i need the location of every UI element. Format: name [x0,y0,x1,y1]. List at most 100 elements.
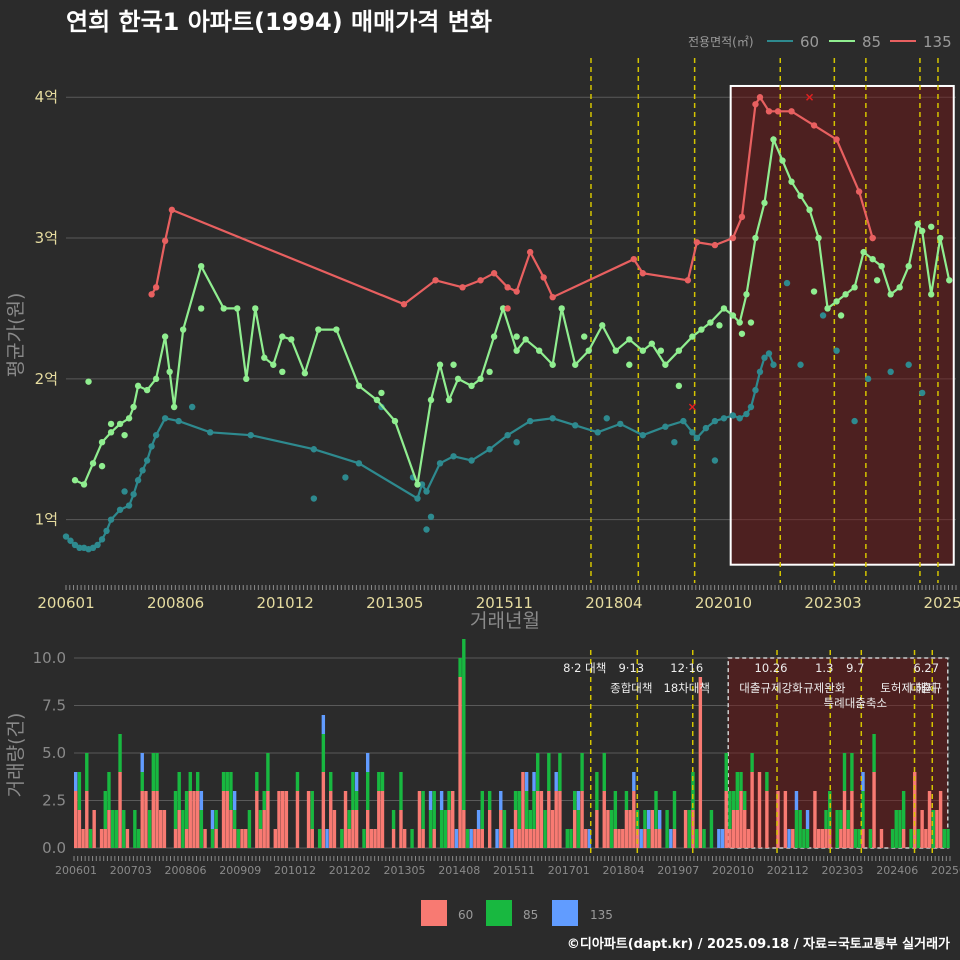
bar-85 [735,772,740,810]
bar-85 [569,829,573,848]
bar-60 [451,791,455,848]
bar-135 [861,772,865,791]
bar-85 [195,772,200,791]
bar-85 [151,753,156,791]
point-85 [301,370,309,377]
point-85 [729,312,737,319]
point-135 [549,293,556,301]
point-135 [513,288,520,295]
bar-y-tick-label: 10.0 [33,649,66,667]
point-60 [689,429,696,436]
bar-60 [162,810,167,848]
point-135 [504,284,511,291]
point-85 [535,347,543,354]
point-85 [450,361,457,368]
x-tick-label: 200601 [37,594,94,612]
bar-85 [340,829,344,848]
bar-60 [476,829,481,848]
point-60 [702,424,710,432]
bar-60 [698,677,703,848]
point-85 [89,460,97,467]
point-85 [558,305,565,312]
bar-85 [140,772,144,791]
bar-85 [88,829,93,848]
point-60 [310,495,318,502]
bar-85 [458,658,462,677]
bar-60 [731,810,736,848]
legend-label-85: 85 [862,33,881,51]
point-60 [247,431,254,439]
point-60 [436,460,444,467]
bar-85 [247,810,252,848]
point-85 [513,333,520,340]
point-60 [833,347,840,354]
bar-x-tick-label: 202010 [712,864,754,877]
bar-60 [879,829,884,848]
point-60 [103,527,110,535]
bar-85 [107,772,111,810]
point-60 [526,417,534,425]
bar-85 [565,829,569,848]
bar-x-tick-label: 201012 [274,864,316,877]
point-60 [143,457,151,464]
bar-x-tick-label: 201511 [493,864,535,877]
point-85 [243,375,250,383]
bar-85 [421,791,425,829]
point-85 [288,336,295,343]
bar-60 [839,829,843,848]
bar-60 [901,829,906,848]
point-85 [179,326,187,333]
bar-x-tick-label: 200703 [110,864,152,877]
point-85 [572,361,579,368]
point-85 [486,368,493,375]
point-85 [860,248,867,256]
point-85 [797,192,804,199]
bar-60 [791,829,795,848]
bar-60 [155,791,159,848]
point-60 [116,506,124,513]
bar-60 [458,677,462,848]
bar-60 [513,810,518,848]
point-60 [175,417,182,425]
bar-60 [399,810,403,848]
bar-135 [366,753,370,772]
event-date: 1.3 [815,661,833,675]
point-85 [98,439,106,446]
bar-135 [495,829,499,848]
bar-60 [580,791,584,848]
point-60 [418,481,426,488]
point-60 [450,453,457,460]
point-85 [490,333,498,340]
point-85 [436,361,444,368]
point-60 [549,415,556,422]
bar-x-tick-label: 201408 [438,864,480,877]
bar-135 [658,810,662,829]
bar-135 [787,829,791,848]
x-tick-label: 201511 [476,594,533,612]
bar-85 [861,791,865,829]
bar-135 [532,772,536,791]
bar-85 [624,791,629,810]
bar-60 [824,829,828,848]
bar-135 [199,791,204,810]
bar-85 [266,753,270,791]
bar-60 [203,829,207,848]
point-85 [788,178,795,185]
point-135 [540,274,547,281]
credit-text: ©디아파트(dapt.kr) / 2025.09.18 / 자료=국토교통부 실… [567,936,950,952]
cancelled-mark [806,93,814,101]
bar-85 [85,753,89,791]
bar-135 [499,791,503,810]
bar-60 [280,791,285,848]
point-85 [499,305,507,312]
point-135 [490,270,498,277]
point-60 [148,443,155,450]
bar-60 [366,810,370,848]
bar-60 [606,810,610,848]
point-60 [693,434,701,442]
bar-85 [347,810,351,829]
bar-85 [354,791,359,810]
point-85 [98,462,106,470]
bar-60 [621,829,625,848]
point-85 [919,227,926,235]
